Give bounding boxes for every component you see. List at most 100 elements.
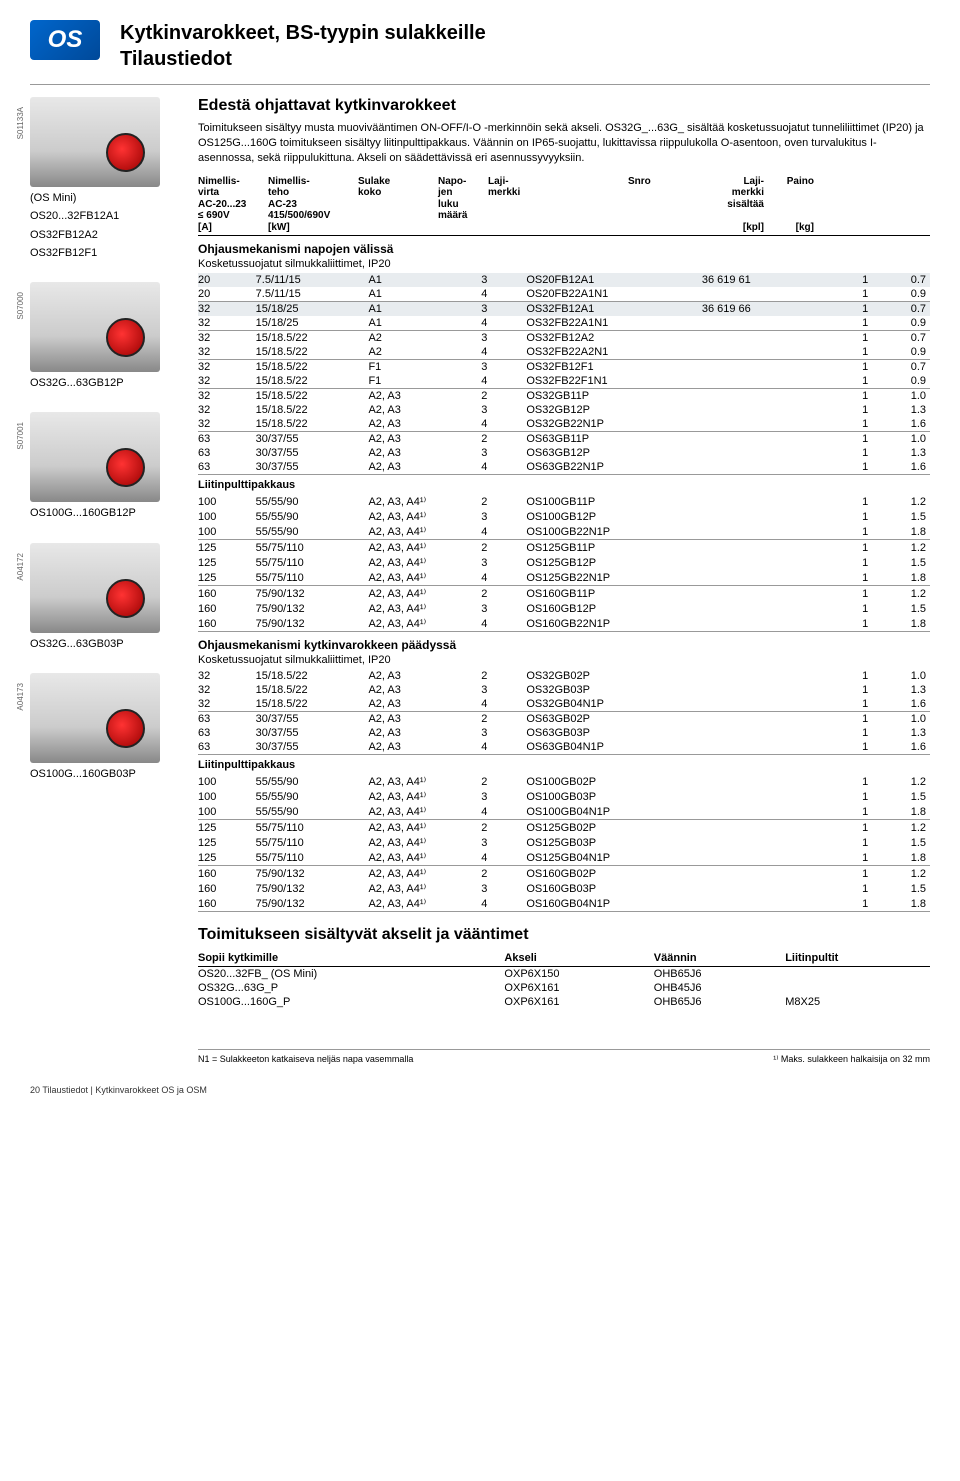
table-row: 10055/55/90A2, A3, A4¹⁾3OS100GB12P11.5	[198, 509, 930, 524]
subsection-2b: Kosketussuojatut silmukkaliittimet, IP20	[198, 654, 930, 666]
table-cell: 2	[481, 540, 526, 556]
table-cell: 1	[802, 432, 872, 447]
table-cell: A2, A3, A4¹⁾	[368, 774, 481, 789]
subsection-liitin-1: Liitinpulttipakkaus	[198, 479, 930, 491]
footnote-left: N1 = Sulakkeeton katkaiseva neljäs napa …	[198, 1054, 413, 1065]
table-cell: 15/18.5/22	[256, 360, 369, 375]
table-cell: 2	[481, 586, 526, 602]
table-cell: A2, A3	[368, 669, 481, 683]
table-cell	[702, 374, 802, 389]
table-cell: 1.6	[872, 417, 930, 432]
table-cell	[785, 981, 930, 995]
table-row: 6330/37/55A2, A34OS63GB22N1P11.6	[198, 460, 930, 475]
page-footer: 20 Tilaustiedot | Kytkinvarokkeet OS ja …	[30, 1085, 930, 1095]
product-label: OS32FB12F1	[30, 246, 180, 260]
table-cell: 32	[198, 374, 256, 389]
table-cell: 4	[481, 460, 526, 475]
table-cell: OS32FB12A1	[526, 302, 701, 317]
table-cell: A2, A3	[368, 389, 481, 404]
table-cell: 125	[198, 820, 256, 836]
table-cell	[702, 494, 802, 509]
table-cell: OS32GB11P	[526, 389, 701, 404]
table-cell: 1	[802, 460, 872, 475]
footnote-bar: N1 = Sulakkeeton katkaiseva neljäs napa …	[198, 1049, 930, 1065]
table-cell: A2, A3	[368, 740, 481, 755]
table-cell: 1	[802, 417, 872, 432]
table-cell: 15/18.5/22	[256, 331, 369, 346]
product-image	[30, 97, 160, 187]
table-cell: OHB45J6	[654, 981, 785, 995]
hdr-snro: Snro	[628, 176, 708, 234]
table-cell: 1.3	[872, 726, 930, 740]
table-cell: OS32GB04N1P	[526, 697, 701, 712]
table-cell: 7.5/11/15	[256, 287, 369, 302]
product-image	[30, 282, 160, 372]
page-title-1: Kytkinvarokkeet, BS-tyypin sulakkeille	[120, 20, 930, 46]
hdr-virta: Nimellis- virta AC-20...23 ≤ 690V [A]	[198, 176, 268, 234]
table-cell: OS20FB22A1N1	[526, 287, 701, 302]
table-cell	[702, 616, 802, 632]
table-cell: A2, A3	[368, 683, 481, 697]
table-cell: 3	[481, 403, 526, 417]
product-label: OS20...32FB12A1	[30, 209, 180, 223]
brand-logo: OS	[30, 20, 100, 60]
right-column: Edestä ohjattavat kytkinvarokkeet Toimit…	[198, 97, 930, 1065]
table-row: 3215/18.5/22A2, A33OS32GB03P11.3	[198, 683, 930, 697]
table-row: 10055/55/90A2, A3, A4¹⁾2OS100GB11P11.2	[198, 494, 930, 509]
table-cell: 55/75/110	[256, 570, 369, 586]
table-cell: 1	[802, 374, 872, 389]
table-cell: OS63GB04N1P	[526, 740, 701, 755]
table-cell: A2, A3, A4¹⁾	[368, 866, 481, 882]
table-cell: 160	[198, 881, 256, 896]
table-cell: 2	[481, 712, 526, 727]
table-cell: 32	[198, 683, 256, 697]
table-cell: A1	[368, 287, 481, 302]
table-header-cell: Liitinpultit	[785, 950, 930, 967]
table-cell: 30/37/55	[256, 460, 369, 475]
table-cell: 125	[198, 835, 256, 850]
table-cell: 1	[802, 360, 872, 375]
table-cell: 1.0	[872, 712, 930, 727]
table-cell: 55/75/110	[256, 835, 369, 850]
table-cell: 100	[198, 524, 256, 540]
table-row: 16075/90/132A2, A3, A4¹⁾2OS160GB02P11.2	[198, 866, 930, 882]
product-image	[30, 673, 160, 763]
table-cell: 1.8	[872, 804, 930, 820]
product-block: S07000OS32G...63GB12P	[30, 282, 180, 390]
table-cell: 1	[802, 316, 872, 331]
subsection-1: Ohjausmekanismi napojen välissä	[198, 242, 930, 256]
hdr-teho: Nimellis- teho AC-23 415/500/690V [kW]	[268, 176, 358, 234]
product-block: A04172OS32G...63GB03P	[30, 543, 180, 651]
table-cell	[702, 683, 802, 697]
table-row: 207.5/11/15A14OS20FB22A1N110.9	[198, 287, 930, 302]
table-cell: 1.6	[872, 740, 930, 755]
table-cell	[702, 601, 802, 616]
table-row: 3215/18.5/22F14OS32FB22F1N110.9	[198, 374, 930, 389]
table-cell	[702, 403, 802, 417]
table-cell: 55/55/90	[256, 524, 369, 540]
table-cell: 1	[802, 712, 872, 727]
data-table-1b: 10055/55/90A2, A3, A4¹⁾2OS100GB11P11.210…	[198, 494, 930, 632]
table-cell: 1	[802, 331, 872, 346]
table-cell: 1	[802, 740, 872, 755]
table-cell: 125	[198, 540, 256, 556]
table-cell: A2, A3	[368, 712, 481, 727]
section-2-title: Toimitukseen sisältyvät akselit ja väänt…	[198, 926, 930, 944]
table-header-cell: Akseli	[504, 950, 653, 967]
table-cell: 1	[802, 820, 872, 836]
table-cell: 4	[481, 374, 526, 389]
table-cell: 1.6	[872, 460, 930, 475]
table-cell: A2, A3	[368, 403, 481, 417]
table-row: OS100G...160G_POXP6X161OHB65J6M8X25	[198, 995, 930, 1009]
table-cell: OS160GB22N1P	[526, 616, 701, 632]
table-cell: 15/18/25	[256, 316, 369, 331]
table-cell: 0.9	[872, 345, 930, 360]
table-cell	[702, 850, 802, 866]
table-cell: OXP6X150	[504, 967, 653, 982]
table-cell: A2, A3, A4¹⁾	[368, 509, 481, 524]
table-cell: 1.2	[872, 494, 930, 509]
table-cell: 1.5	[872, 789, 930, 804]
table-cell: 32	[198, 669, 256, 683]
table-cell: 32	[198, 331, 256, 346]
table-cell: 3	[481, 273, 526, 287]
